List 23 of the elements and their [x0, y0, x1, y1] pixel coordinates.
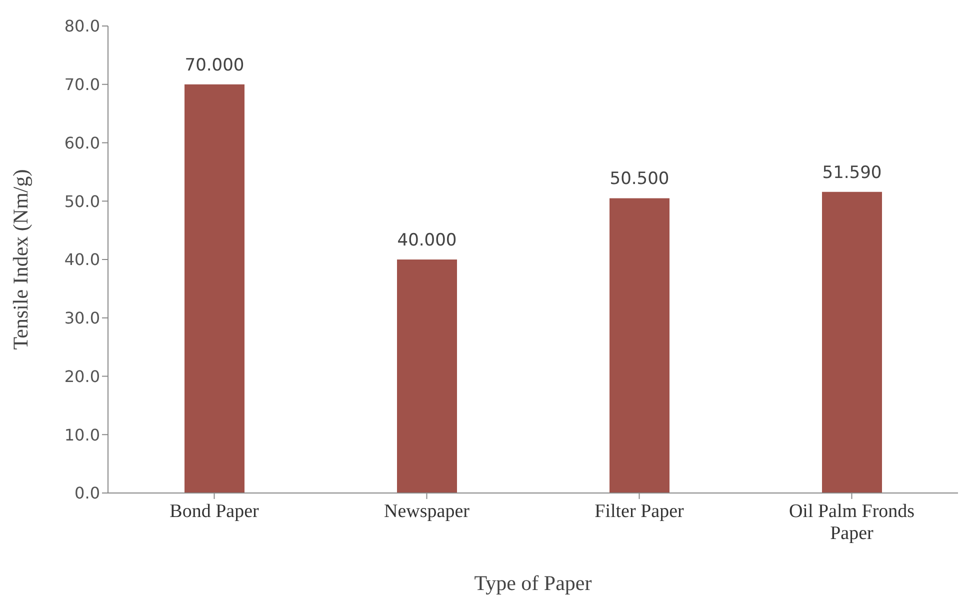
data-label: 51.590: [822, 162, 882, 183]
data-label: 70.000: [184, 55, 244, 76]
data-label: 40.000: [397, 230, 457, 250]
x-tick-label: Filter Paper: [594, 501, 685, 522]
y-tick-label: 40.0: [64, 250, 100, 270]
bar: [610, 198, 670, 493]
y-tick-label: 80.0: [64, 16, 100, 36]
x-tick-label: Oil Palm Fronds Paper: [788, 501, 915, 544]
y-tick-label: 20.0: [64, 366, 100, 386]
data-label: 50.500: [610, 169, 670, 190]
bar: [397, 260, 457, 493]
x-tick-label: Newspaper: [384, 501, 470, 522]
y-tick-label: 50.0: [64, 192, 100, 211]
x-axis-title: Type of Paper: [474, 571, 592, 595]
y-tick-label: 60.0: [64, 133, 100, 152]
y-tick-label: 70.0: [64, 75, 100, 94]
x-tick-label: Bond Paper: [170, 501, 260, 522]
bar: [184, 84, 244, 493]
y-tick-label: 10.0: [64, 425, 100, 444]
y-tick-label: 0.0: [74, 484, 100, 503]
y-axis-title: Tensile Index (Nm/g): [8, 169, 32, 350]
bar: [822, 192, 882, 493]
y-tick-label: 30.0: [64, 308, 100, 328]
